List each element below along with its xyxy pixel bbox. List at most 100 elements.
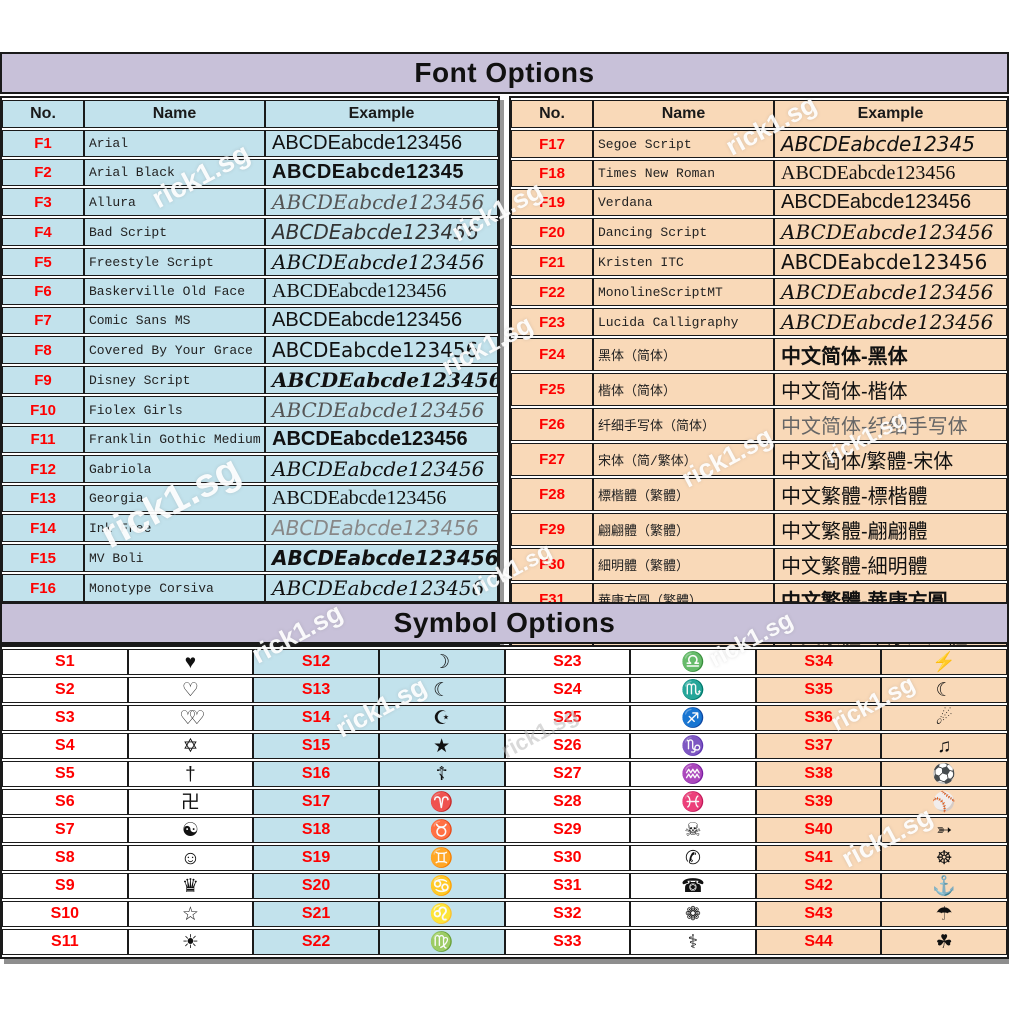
- font-no-cell: F23: [511, 308, 593, 336]
- double-hearts-symbol: ♡♡: [127, 705, 254, 731]
- crescent-moon-black-symbol: ☽: [378, 649, 505, 675]
- font-no-cell: F26: [511, 408, 593, 441]
- font-row: F21 Kristen ITC ABCDEabcde123456: [511, 248, 1007, 276]
- font-name-cell: 細明體（繁體）: [593, 548, 774, 581]
- sun-symbol: ☀: [127, 929, 254, 955]
- font-row: F2 Arial Black ABCDEabcde12345: [2, 159, 498, 186]
- font-example-cell: ABCDEabcde123456: [265, 396, 498, 424]
- symbol-options-title: Symbol Options: [393, 607, 616, 638]
- symbol-no-cell: S44: [755, 929, 882, 955]
- font-example-cell: ABCDEabcde123456: [265, 188, 498, 216]
- symbol-table-area: S1 ♥ S12 ☽ S23 ♎ S34 ⚡ S2 ♡ S13 ☾ S24 ♏ S35 ☾ S3 ♡♡ S14 ☪ S2…: [0, 645, 1009, 959]
- font-name-cell: Arial: [84, 130, 265, 157]
- symbol-row: S10 ☆ S21 ♌ S32 ❁ S43 ☂: [2, 901, 1007, 927]
- font-row: F22 MonolineScriptMT ABCDEabcde123456: [511, 278, 1007, 306]
- font-row: F15 MV Boli ABCDEabcde123456: [2, 544, 498, 572]
- symbol-no-cell: S9: [2, 873, 128, 899]
- font-no-cell: F20: [511, 218, 593, 246]
- font-name-cell: 黑体（简体）: [593, 338, 774, 371]
- font-row: F27 宋体（简/繁体） 中文简体/繁體-宋体: [511, 443, 1007, 476]
- font-example-cell: ABCDEabcde123456: [774, 218, 1007, 246]
- font-row: F23 Lucida Calligraphy ABCDEabcde123456: [511, 308, 1007, 336]
- font-name-cell: Disney Script: [84, 366, 265, 394]
- symbol-options-header: Symbol Options: [0, 602, 1009, 644]
- symbol-row: S11 ☀ S22 ♍ S33 ⚕ S44 ☘: [2, 929, 1007, 955]
- font-example-cell: ABCDEabcde123456: [265, 455, 498, 483]
- symbol-no-cell: S28: [504, 789, 631, 815]
- symbol-no-cell: S8: [2, 845, 128, 871]
- font-example-cell: 中文繁體-翩翩體: [774, 513, 1007, 546]
- white-heart-symbol: ♡: [127, 677, 254, 703]
- symbol-no-cell: S3: [2, 705, 128, 731]
- font-no-cell: F11: [2, 426, 84, 453]
- font-example-cell: 中文简体/繁體-宋体: [774, 443, 1007, 476]
- font-name-cell: Franklin Gothic Medium: [84, 426, 265, 453]
- font-name-cell: Verdana: [593, 189, 774, 216]
- font-row: F30 細明體（繁體） 中文繁體-細明體: [511, 548, 1007, 581]
- font-name-cell: Monotype Corsiva: [84, 574, 265, 602]
- font-example-cell: ABCDEabcde123456: [265, 248, 498, 276]
- crescent-moon-thin-symbol: ☾: [378, 677, 505, 703]
- symbol-no-cell: S30: [504, 845, 631, 871]
- star-of-david-symbol: ✡: [127, 733, 254, 759]
- symbol-table: S1 ♥ S12 ☽ S23 ♎ S34 ⚡ S2 ♡ S13 ☾ S24 ♏ S35 ☾ S3 ♡♡ S14 ☪ S2…: [2, 647, 1007, 957]
- font-row: F9 Disney Script ABCDEabcde123456: [2, 366, 498, 394]
- font-no-cell: F14: [2, 514, 84, 542]
- symbol-no-cell: S6: [2, 789, 128, 815]
- column-header-name: Name: [84, 100, 265, 128]
- font-name-cell: MonolineScriptMT: [593, 278, 774, 306]
- font-no-cell: F7: [2, 307, 84, 334]
- font-name-cell: Ink Free: [84, 514, 265, 542]
- symbol-no-cell: S29: [504, 817, 631, 843]
- black-heart-symbol: ♥: [127, 649, 254, 675]
- latin-cross-symbol: †: [127, 761, 254, 787]
- sagittarius-zodiac-symbol: ♐: [630, 705, 756, 731]
- font-no-cell: F1: [2, 130, 84, 157]
- column-header-example: Example: [774, 100, 1007, 128]
- font-name-cell: Georgia: [84, 485, 265, 512]
- symbol-row: S9 ♛ S20 ♋ S31 ☎ S42 ⚓: [2, 873, 1007, 899]
- libra-zodiac-symbol: ♎: [630, 649, 756, 675]
- yin-yang-symbol: ☯: [127, 817, 254, 843]
- font-tables: No. Name Example F1 Arial ABCDEabcde123456…: [0, 96, 1009, 655]
- soccer-ball-symbol: ⚽: [881, 761, 1007, 787]
- scorpio-zodiac-symbol: ♏: [630, 677, 756, 703]
- font-name-cell: 宋体（简/繁体）: [593, 443, 774, 476]
- font-name-cell: Dancing Script: [593, 218, 774, 246]
- font-example-cell: ABCDEabcde123456: [265, 218, 498, 246]
- symbol-row: S7 ☯ S18 ♉ S29 ☠ S40 ➳: [2, 817, 1007, 843]
- font-no-cell: F18: [511, 160, 593, 187]
- font-example-cell: ABCDEabcde123456: [265, 307, 498, 334]
- font-row: F8 Covered By Your Grace ABCDEabcde123456: [2, 336, 498, 364]
- symbol-row: S1 ♥ S12 ☽ S23 ♎ S34 ⚡: [2, 649, 1007, 675]
- symbol-row: S8 ☺ S19 ♊ S30 ✆ S41 ☸: [2, 845, 1007, 871]
- font-row: F19 Verdana ABCDEabcde123456: [511, 189, 1007, 216]
- virgo-zodiac-symbol: ♍: [378, 929, 505, 955]
- font-row: F6 Baskerville Old Face ABCDEabcde123456: [2, 278, 498, 305]
- symbol-no-cell: S4: [2, 733, 128, 759]
- font-no-cell: F29: [511, 513, 593, 546]
- symbol-no-cell: S25: [504, 705, 631, 731]
- font-name-cell: 翩翩體（繁體）: [593, 513, 774, 546]
- font-no-cell: F17: [511, 130, 593, 158]
- font-no-cell: F4: [2, 218, 84, 246]
- font-row: F5 Freestyle Script ABCDEabcde123456: [2, 248, 498, 276]
- symbol-no-cell: S40: [755, 817, 882, 843]
- aries-zodiac-symbol: ♈: [378, 789, 505, 815]
- font-no-cell: F30: [511, 548, 593, 581]
- font-no-cell: F10: [2, 396, 84, 424]
- crescent-moon-solid-symbol: ☾: [881, 677, 1007, 703]
- font-no-cell: F5: [2, 248, 84, 276]
- symbol-no-cell: S11: [2, 929, 128, 955]
- font-row: F25 楷体（简体） 中文简体-楷体: [511, 373, 1007, 406]
- font-no-cell: F12: [2, 455, 84, 483]
- symbol-no-cell: S16: [253, 761, 379, 787]
- symbol-no-cell: S17: [253, 789, 379, 815]
- symbol-row: S3 ♡♡ S14 ☪ S25 ♐ S36 ☄: [2, 705, 1007, 731]
- feathered-arrow-symbol: ➳: [881, 817, 1007, 843]
- column-header-no: No.: [511, 100, 593, 128]
- font-example-cell: ABCDEabcde123456: [265, 426, 498, 453]
- font-example-cell: ABCDEabcde12345: [774, 130, 1007, 158]
- font-example-cell: 中文繁體-細明體: [774, 548, 1007, 581]
